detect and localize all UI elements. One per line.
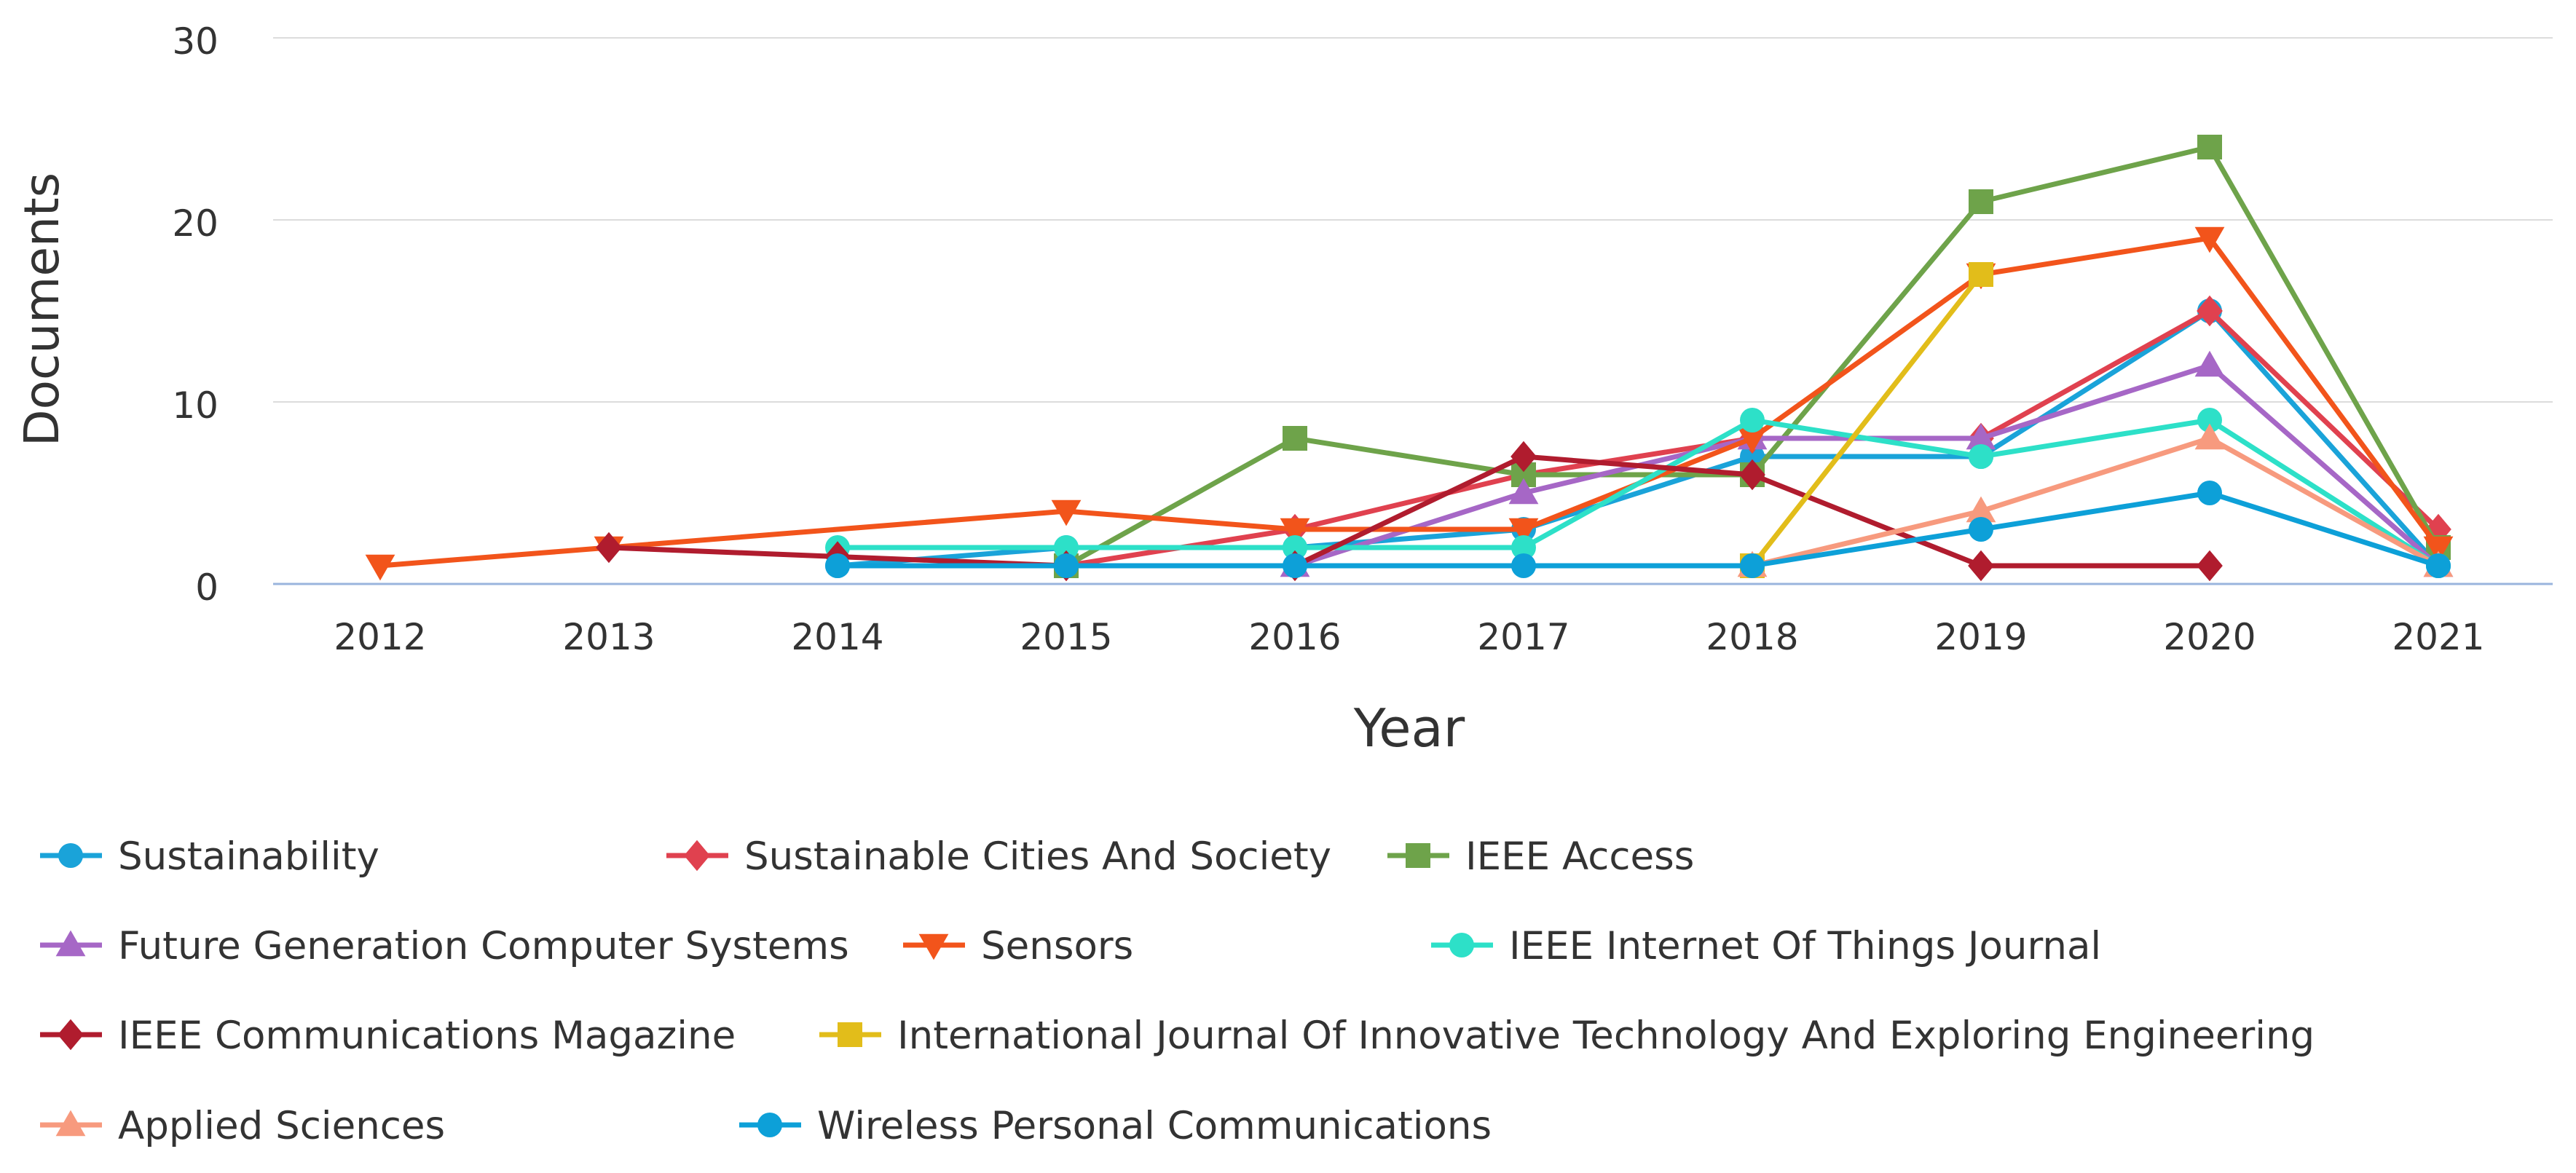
series-line xyxy=(835,308,2441,569)
legend-marker xyxy=(58,843,83,868)
y-tick-label: 30 xyxy=(172,20,218,63)
series-line xyxy=(835,490,2441,569)
y-tick-label: 0 xyxy=(195,566,218,609)
legend-item: Sustainability xyxy=(40,834,379,879)
series-line xyxy=(1063,144,2441,569)
y-tick-label: 20 xyxy=(172,202,218,245)
legend-item: IEEE Internet Of Things Journal xyxy=(1431,924,2101,968)
data-point xyxy=(1739,459,1765,491)
data-point xyxy=(1969,517,1993,542)
x-tick-label: 2018 xyxy=(1706,616,1798,658)
x-tick-label: 2021 xyxy=(2392,616,2484,658)
axes: Documents Year 2012 2013 2014 2015 2016 2017 2… xyxy=(14,173,2485,759)
x-tick-label: 2012 xyxy=(334,616,426,658)
data-point xyxy=(2194,350,2225,377)
series-line xyxy=(1749,272,1984,569)
data-point xyxy=(2197,550,2223,582)
legend-label: Wireless Personal Communications xyxy=(817,1104,1492,1148)
data-point xyxy=(2426,553,2451,578)
x-tick-label: 2016 xyxy=(1248,616,1341,658)
legend-marker xyxy=(918,933,949,960)
legend-label: IEEE Access xyxy=(1465,834,1694,879)
legend-item: Sensors xyxy=(903,924,1133,968)
legend-item: Wireless Personal Communications xyxy=(739,1104,1492,1148)
legend-item: Applied Sciences xyxy=(40,1104,445,1148)
data-point xyxy=(1510,441,1537,473)
legend-marker xyxy=(684,840,710,872)
data-point xyxy=(1968,550,1994,582)
legend-item: IEEE Communications Magazine xyxy=(40,1014,736,1058)
legend-marker xyxy=(58,1019,84,1051)
legend-marker xyxy=(1449,933,1474,957)
data-point xyxy=(2197,135,2222,159)
data-point xyxy=(1969,189,1993,214)
x-axis-title: Year xyxy=(1353,698,1465,759)
legend: Sustainability Sustainable Cities And Soc… xyxy=(40,834,2315,1148)
x-tick-label: 2014 xyxy=(791,616,883,658)
data-point xyxy=(596,532,622,564)
data-point xyxy=(1969,444,1993,469)
y-tick-label: 10 xyxy=(172,384,218,427)
data-point xyxy=(1737,427,1768,454)
legend-item: IEEE Access xyxy=(1387,834,1694,879)
legend-marker xyxy=(1406,843,1430,868)
x-tick-label: 2019 xyxy=(1934,616,2027,658)
data-point xyxy=(1740,553,1765,578)
x-tick-label: 2013 xyxy=(562,616,655,658)
legend-item: International Journal Of Innovative Tech… xyxy=(819,1014,2315,1058)
data-point xyxy=(1054,535,1079,560)
data-point xyxy=(2197,481,2222,505)
data-point xyxy=(1966,496,1996,523)
series-line xyxy=(835,417,2441,569)
legend-label: Sustainable Cities And Society xyxy=(744,834,1331,879)
data-point xyxy=(1051,499,1082,526)
legend-item: Future Generation Computer Systems xyxy=(40,924,849,968)
data-point xyxy=(1966,423,1996,450)
series-line xyxy=(1749,435,2441,569)
series-group xyxy=(365,226,2454,581)
gridlines: 0 10 20 30 xyxy=(172,20,2553,609)
data-point xyxy=(1508,478,1539,505)
legend-item: Sustainable Cities And Society xyxy=(666,834,1331,879)
legend-marker xyxy=(55,930,86,957)
legend-label: IEEE Internet Of Things Journal xyxy=(1509,924,2101,968)
legend-marker xyxy=(757,1113,782,1137)
legend-marker xyxy=(55,1110,86,1137)
data-point xyxy=(1283,553,1307,578)
series-group xyxy=(1054,135,2451,578)
data-point xyxy=(1969,262,1993,287)
legend-label: International Journal Of Innovative Tech… xyxy=(897,1014,2315,1058)
series-lines xyxy=(365,135,2454,582)
legend-label: Applied Sciences xyxy=(118,1104,445,1148)
data-point xyxy=(2194,423,2225,450)
data-point xyxy=(1280,518,1310,545)
y-axis-title: Documents xyxy=(14,173,70,446)
legend-label: Sustainability xyxy=(118,834,379,879)
legend-label: Future Generation Computer Systems xyxy=(118,924,849,968)
data-point xyxy=(365,554,395,581)
data-point xyxy=(1283,426,1307,451)
x-tick-label: 2020 xyxy=(2163,616,2256,658)
x-tick-label: 2017 xyxy=(1477,616,1569,658)
x-tick-label: 2015 xyxy=(1020,616,1112,658)
data-point xyxy=(1508,518,1539,545)
series-line xyxy=(606,454,2213,569)
data-point xyxy=(1740,408,1765,433)
data-point xyxy=(2197,295,2223,327)
data-point xyxy=(2197,408,2222,433)
legend-label: IEEE Communications Magazine xyxy=(118,1014,736,1058)
data-point xyxy=(825,553,850,578)
data-point xyxy=(1511,535,1536,560)
data-point xyxy=(2194,226,2225,253)
series-group xyxy=(825,481,2451,578)
legend-marker xyxy=(838,1022,862,1047)
legend-label: Sensors xyxy=(981,924,1133,968)
data-point xyxy=(1283,535,1307,560)
data-point xyxy=(1511,553,1536,578)
data-point xyxy=(2423,536,2454,563)
data-point xyxy=(1054,553,1079,578)
